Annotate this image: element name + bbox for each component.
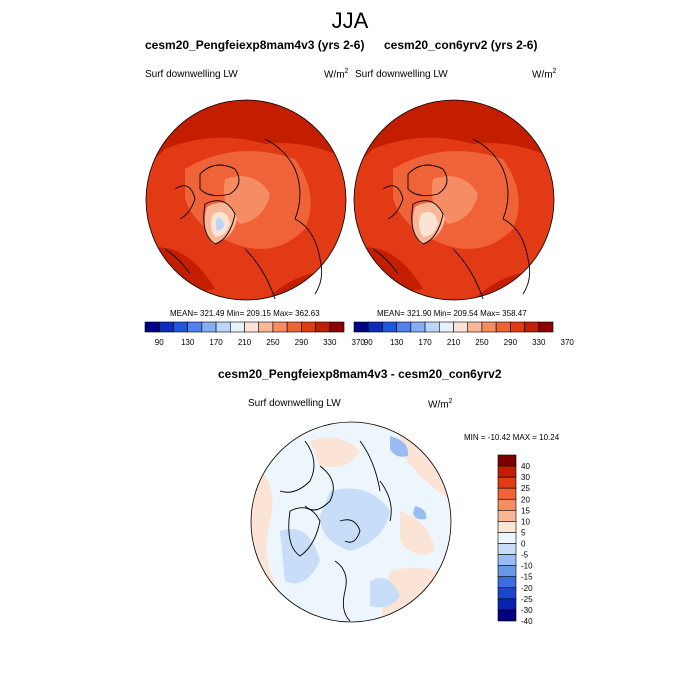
diff-colorbar-swatch [497, 487, 517, 500]
left-unit-label: W/m2 [324, 68, 349, 81]
diff-colorbar-tick-label: 25 [521, 484, 530, 493]
right-colorbar-swatch [510, 321, 525, 333]
left-stats: MEAN= 321.49 Min= 209.15 Max= 362.63 [170, 309, 320, 318]
right-variable-label: Surf downwelling LW [355, 69, 448, 80]
left-colorbar-tick-label: 290 [295, 338, 309, 347]
right-colorbar-swatch [424, 321, 440, 333]
figure-title: JJA [331, 8, 369, 33]
diff-stats: MIN = -10.42 MAX = 10.24 [464, 433, 560, 442]
diff-colorbar-tick-label: -40 [521, 617, 533, 626]
right-colorbar-tick-label: 250 [475, 338, 489, 347]
left-colorbar-tick-label: 370 [352, 338, 366, 347]
diff-colorbar-swatch [497, 598, 517, 611]
diff-colorbar-swatch [497, 565, 517, 578]
diff-colorbar-swatch [497, 532, 517, 544]
right-colorbar-tick-label: 130 [390, 338, 404, 347]
left-colorbar-swatch [272, 321, 288, 333]
diff-colorbar-tick-label: -10 [521, 562, 533, 571]
diff-unit-label: W/m2 [428, 398, 453, 411]
left-polar-map [145, 99, 347, 301]
diff-colorbar-swatch [497, 454, 517, 467]
diff-colorbar-tick-label: 5 [521, 528, 526, 537]
right-colorbar-tick-label: 370 [561, 338, 575, 347]
left-colorbar-tick-label: 130 [181, 338, 195, 347]
diff-colorbar-swatch [497, 521, 517, 533]
left-colorbar-tick-label: 210 [238, 338, 252, 347]
right-colorbar-swatch [353, 321, 369, 333]
diff-colorbar-tick-label: -30 [521, 606, 533, 615]
diff-colorbar-tick-label: -25 [521, 595, 533, 604]
right-colorbar-swatch [410, 321, 426, 333]
left-variable-label: Surf downwelling LW [145, 69, 238, 80]
right-colorbar-swatch [481, 321, 497, 333]
right-colorbar-tick-label: 90 [364, 338, 373, 347]
right-colorbar-tick-label: 290 [504, 338, 518, 347]
left-colorbar-swatch [315, 321, 331, 333]
right-panel-title: cesm20_con6yrv2 (yrs 2-6) [384, 38, 538, 52]
left-colorbar-swatch [258, 321, 274, 333]
diff-colorbar-swatch [497, 510, 517, 522]
diff-colorbar-swatch [497, 465, 517, 478]
right-colorbar-tick-label: 210 [447, 338, 461, 347]
diff-colorbar: 40 30 25 20 15 10 5 0 -5 -10 -15 -20 -25 -30 -40 [497, 454, 533, 626]
diff-colorbar-tick-label: 10 [521, 517, 530, 526]
right-colorbar-swatch [367, 321, 383, 333]
left-colorbar-swatch [301, 321, 316, 333]
left-colorbar-tick-label: 170 [209, 338, 223, 347]
diff-colorbar-swatch [497, 587, 517, 600]
right-colorbar-swatch [538, 321, 554, 333]
left-colorbar-swatch [144, 321, 160, 333]
right-colorbar-tick-label: 170 [418, 338, 432, 347]
left-colorbar-swatch [329, 321, 345, 333]
diff-colorbar-tick-label: 0 [521, 540, 526, 549]
right-colorbar-tick-label: 330 [532, 338, 546, 347]
left-colorbar-swatch [173, 321, 188, 333]
diff-colorbar-tick-label: -20 [521, 584, 533, 593]
left-colorbar-tick-label: 90 [155, 338, 164, 347]
right-colorbar-swatch [438, 321, 454, 333]
diff-colorbar-swatch [497, 543, 517, 555]
left-colorbar-swatch [229, 321, 245, 333]
diff-colorbar-swatch [497, 576, 517, 589]
diff-colorbar-swatch [497, 609, 517, 622]
right-stats: MEAN= 321.90 Min= 209.54 Max= 358.47 [377, 309, 527, 318]
left-panel-title: cesm20_Pengfeiexp8mam4v3 (yrs 2-6) [145, 38, 365, 52]
diff-colorbar-tick-label: 15 [521, 506, 530, 515]
diff-colorbar-tick-label: -5 [521, 551, 529, 560]
right-colorbar-swatch [524, 321, 540, 333]
left-colorbar-tick-label: 250 [266, 338, 280, 347]
diff-colorbar-tick-label: 40 [521, 462, 530, 471]
left-colorbar-swatch [158, 321, 174, 333]
left-colorbar-swatch [201, 321, 217, 333]
right-colorbar-swatch [495, 321, 511, 333]
diff-colorbar-tick-label: 30 [521, 473, 530, 482]
diff-variable-label: Surf downwelling LW [248, 398, 341, 409]
diff-colorbar-tick-label: -15 [521, 573, 533, 582]
right-colorbar-swatch [467, 321, 483, 333]
right-colorbar-swatch [396, 321, 412, 333]
diff-polar-map [250, 421, 452, 623]
right-colorbar-swatch [382, 321, 397, 333]
diff-colorbar-swatch [497, 498, 517, 511]
left-colorbar-swatch [286, 321, 302, 333]
right-colorbar: 90 130 170 210 250 290 330 370 [353, 321, 574, 347]
diff-panel-title: cesm20_Pengfeiexp8mam4v3 - cesm20_con6yr… [218, 367, 502, 381]
left-colorbar-tick-label: 330 [323, 338, 337, 347]
diff-colorbar-tick-label: 20 [521, 495, 530, 504]
left-colorbar-swatch [187, 321, 203, 333]
left-colorbar: 90 130 170 210 250 290 330 370 [144, 321, 365, 347]
right-polar-map [353, 99, 555, 301]
left-colorbar-swatch [215, 321, 231, 333]
diff-colorbar-swatch [497, 554, 517, 566]
left-colorbar-swatch [244, 321, 260, 333]
diff-colorbar-swatch [497, 476, 517, 489]
right-unit-label: W/m2 [532, 68, 557, 81]
right-colorbar-swatch [453, 321, 469, 333]
